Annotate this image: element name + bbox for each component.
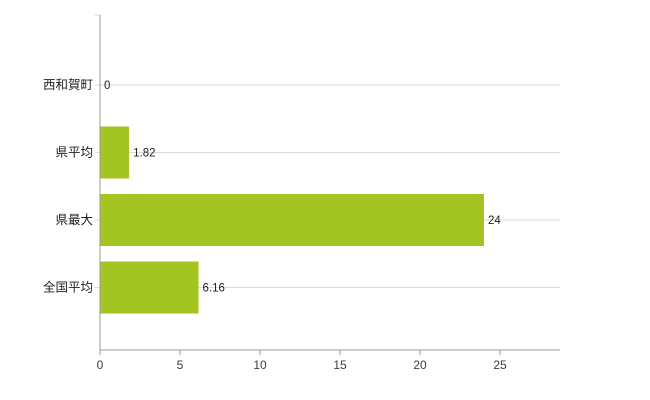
category-label-1: 県平均: [55, 146, 93, 160]
category-label-3: 全国平均: [43, 280, 93, 295]
value-label-1: 1.82: [133, 148, 155, 160]
x-tick-label-3: 15: [333, 358, 347, 372]
value-label-0: 0: [104, 80, 110, 92]
bar-1: [100, 126, 130, 179]
x-tick-label-5: 25: [493, 358, 507, 372]
x-tick-label-2: 10: [253, 358, 267, 372]
bar-3: [100, 261, 199, 314]
category-label-0: 西和賀町: [43, 78, 93, 92]
x-tick-label-1: 5: [177, 358, 184, 372]
value-label-2: 24: [488, 215, 501, 227]
bar-2: [100, 194, 484, 246]
x-tick-label-0: 0: [97, 358, 104, 372]
x-tick-label-4: 20: [413, 358, 427, 372]
value-label-3: 6.16: [203, 283, 225, 295]
category-label-2: 県最大: [55, 213, 93, 227]
